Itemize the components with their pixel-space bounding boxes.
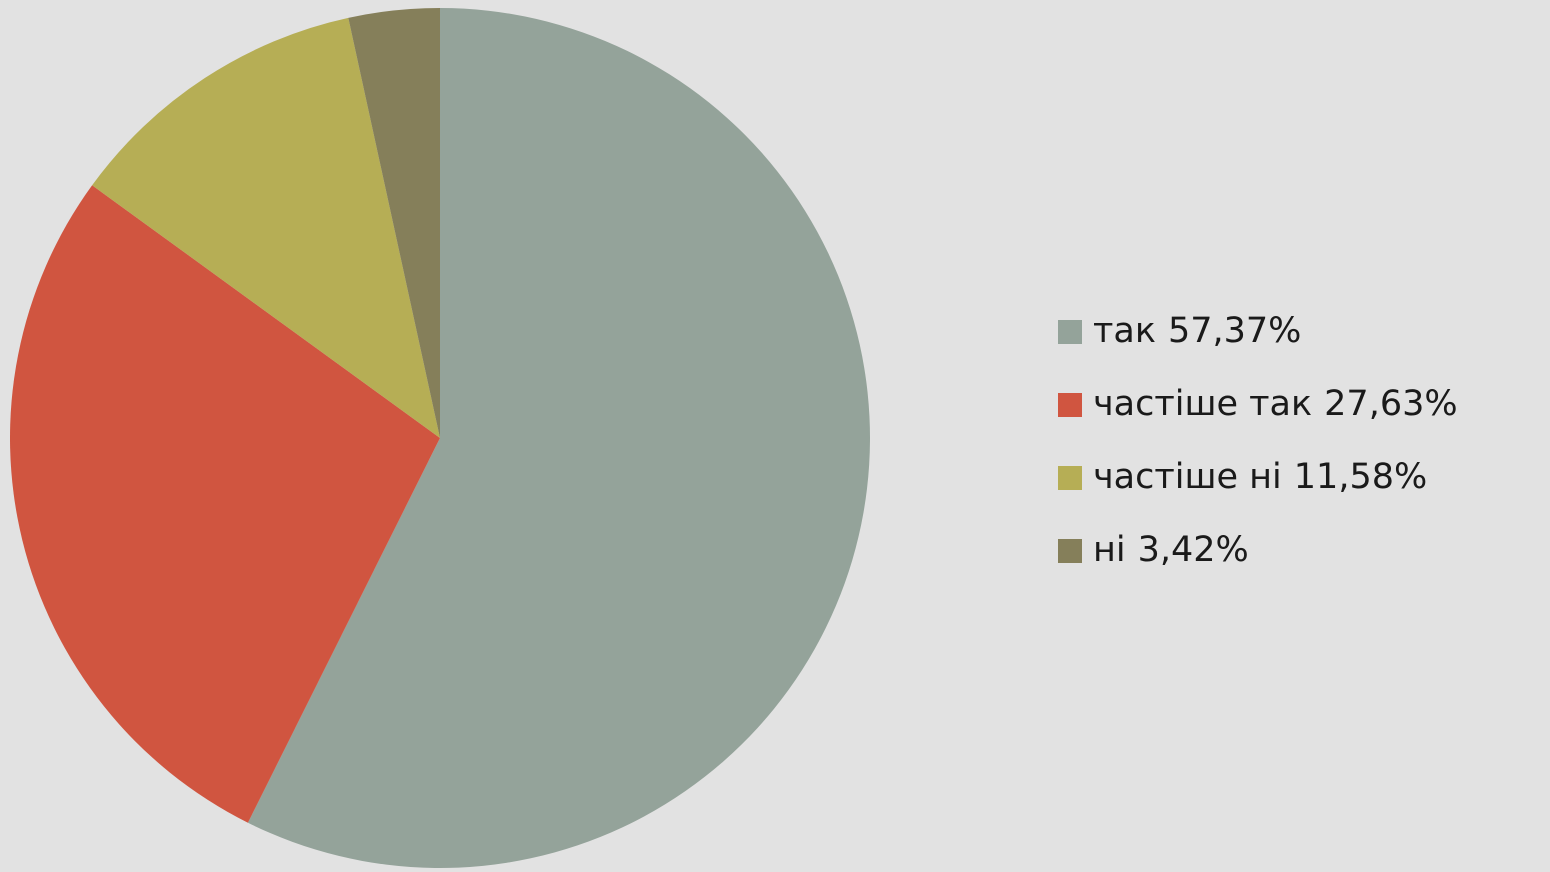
pie-slice — [9, 185, 441, 823]
legend-swatch — [1058, 320, 1082, 344]
legend-value: 57,37% — [1168, 311, 1301, 351]
legend-value: 11,58% — [1294, 457, 1427, 497]
legend-label: частіше ні 11,58% — [1093, 457, 1427, 497]
legend-swatch — [1058, 466, 1082, 490]
legend-value: 27,63% — [1324, 384, 1457, 424]
legend-label: ні 3,42% — [1093, 530, 1249, 570]
pie-slice — [92, 17, 441, 439]
legend-category: частіше ні — [1093, 457, 1282, 497]
legend-swatch — [1058, 393, 1082, 417]
legend-category: так — [1093, 311, 1156, 351]
legend-value: 3,42% — [1138, 530, 1249, 570]
pie-slice — [247, 8, 870, 868]
legend-label: так 57,37% — [1093, 311, 1301, 351]
legend-category: ні — [1093, 530, 1126, 570]
legend-swatch — [1058, 539, 1082, 563]
pie-slice — [348, 8, 440, 438]
legend-category: частіше так — [1093, 384, 1312, 424]
legend-label: частіше так 27,63% — [1093, 384, 1458, 424]
